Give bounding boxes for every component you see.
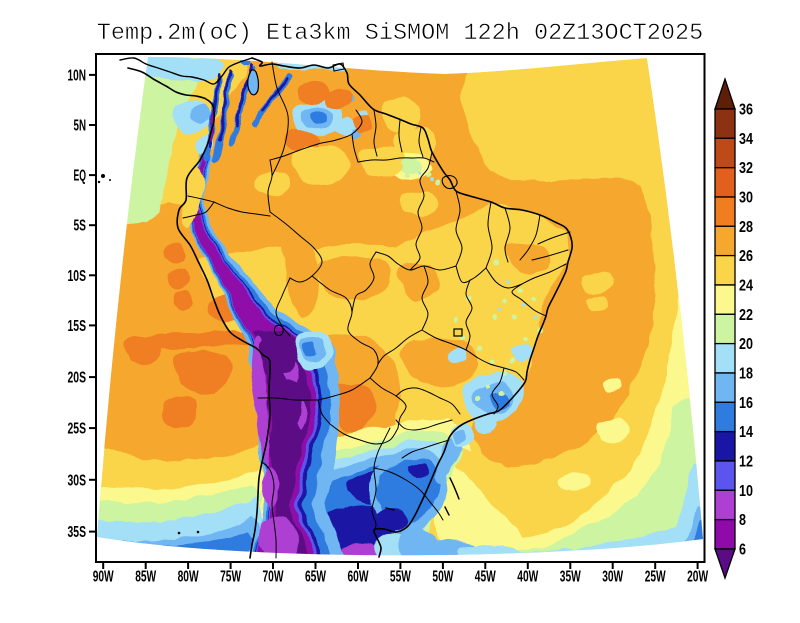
svg-text:8: 8: [739, 512, 746, 529]
svg-text:24: 24: [739, 278, 753, 295]
svg-text:16: 16: [739, 395, 753, 412]
svg-text:34: 34: [739, 131, 753, 148]
svg-text:5S: 5S: [74, 218, 87, 235]
svg-text:65W: 65W: [305, 569, 327, 586]
svg-text:10S: 10S: [68, 268, 87, 285]
svg-text:20: 20: [739, 336, 753, 353]
svg-text:18: 18: [739, 366, 753, 383]
svg-text:6: 6: [739, 542, 746, 559]
svg-text:20W: 20W: [687, 569, 709, 586]
svg-text:36: 36: [739, 102, 753, 119]
svg-text:70W: 70W: [263, 569, 285, 586]
svg-text:85W: 85W: [135, 569, 157, 586]
svg-text:25W: 25W: [645, 569, 667, 586]
svg-text:35S: 35S: [68, 524, 87, 541]
svg-text:30: 30: [739, 190, 753, 207]
svg-text:55W: 55W: [390, 569, 412, 586]
svg-text:35W: 35W: [560, 569, 582, 586]
svg-text:Temp.2m(oC) Eta3km SiSMOM 122h: Temp.2m(oC) Eta3km SiSMOM 122h 02Z13OCT2…: [97, 20, 703, 47]
svg-text:90W: 90W: [93, 569, 115, 586]
svg-text:45W: 45W: [475, 569, 497, 586]
svg-text:15S: 15S: [68, 318, 87, 335]
svg-text:40W: 40W: [517, 569, 539, 586]
svg-text:22: 22: [739, 307, 753, 324]
svg-text:75W: 75W: [220, 569, 242, 586]
svg-text:30W: 30W: [602, 569, 624, 586]
svg-text:14: 14: [739, 424, 753, 441]
svg-text:10N: 10N: [68, 67, 87, 84]
svg-text:32: 32: [739, 160, 753, 177]
svg-text:26: 26: [739, 248, 753, 265]
svg-text:EQ: EQ: [74, 168, 87, 185]
svg-text:20S: 20S: [68, 370, 87, 387]
svg-text:28: 28: [739, 219, 753, 236]
svg-text:30S: 30S: [68, 472, 87, 489]
svg-text:12: 12: [739, 454, 753, 471]
svg-text:80W: 80W: [178, 569, 200, 586]
svg-text:10: 10: [739, 483, 753, 500]
svg-text:5N: 5N: [74, 118, 87, 135]
svg-text:60W: 60W: [348, 569, 370, 586]
svg-text:25S: 25S: [68, 421, 87, 438]
svg-text:50W: 50W: [432, 569, 454, 586]
